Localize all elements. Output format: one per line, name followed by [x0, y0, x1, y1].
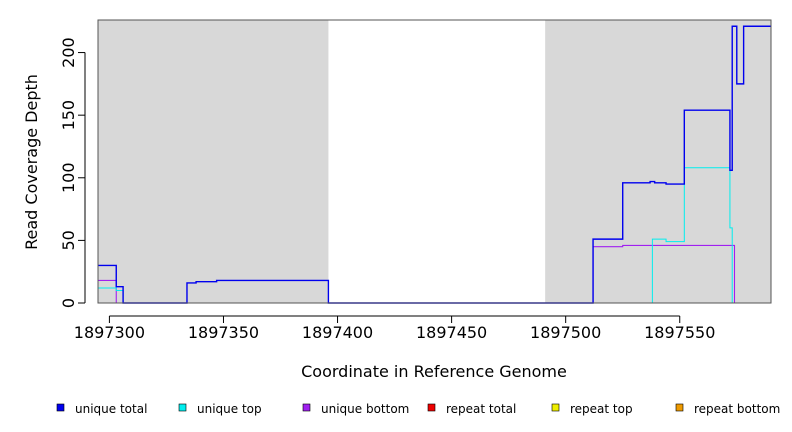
series-line-unique-top	[98, 167, 771, 304]
y-tick-label: 150	[59, 100, 78, 131]
x-tick-label: 1897450	[416, 323, 487, 342]
legend-label-unique-total: unique total	[75, 402, 147, 416]
legend-label-repeat-top: repeat top	[570, 402, 633, 416]
legend-label-repeat-bottom: repeat bottom	[694, 402, 780, 416]
legend-swatch-unique-bottom	[302, 403, 311, 412]
x-tick-label: 1897350	[188, 323, 259, 342]
shaded-region-1	[98, 20, 329, 303]
x-axis-title: Coordinate in Reference Genome	[301, 362, 567, 381]
legend-label-unique-bottom: unique bottom	[321, 402, 409, 416]
y-tick-label: 50	[59, 230, 78, 250]
legend-label-repeat-total: repeat total	[446, 402, 516, 416]
x-axis: 1897300 1897350 1897400 1897450 1897500 18975…	[74, 315, 715, 342]
plot-frame	[97, 19, 772, 304]
shaded-region-2	[545, 20, 771, 303]
y-tick-label: 0	[59, 298, 78, 308]
x-tick-label: 1897500	[530, 323, 601, 342]
x-tick-label: 1897550	[644, 323, 715, 342]
shaded-regions	[98, 20, 771, 303]
legend-swatch-repeat-top	[551, 403, 560, 412]
legend-swatch-repeat-total	[427, 403, 436, 412]
y-axis: 0 50 100 150 200	[59, 37, 86, 308]
legend: unique total unique top unique bottom repea…	[56, 402, 780, 416]
y-tick-label: 200	[59, 37, 78, 68]
legend-swatch-repeat-bottom	[675, 403, 684, 412]
y-axis-title: Read Coverage Depth	[22, 74, 41, 250]
y-tick-label: 100	[59, 163, 78, 194]
x-tick-label: 1897400	[302, 323, 373, 342]
x-tick-label: 1897300	[74, 323, 145, 342]
legend-swatch-unique-top	[178, 403, 187, 412]
legend-label-unique-top: unique top	[197, 402, 262, 416]
legend-swatch-unique-total	[56, 403, 65, 412]
